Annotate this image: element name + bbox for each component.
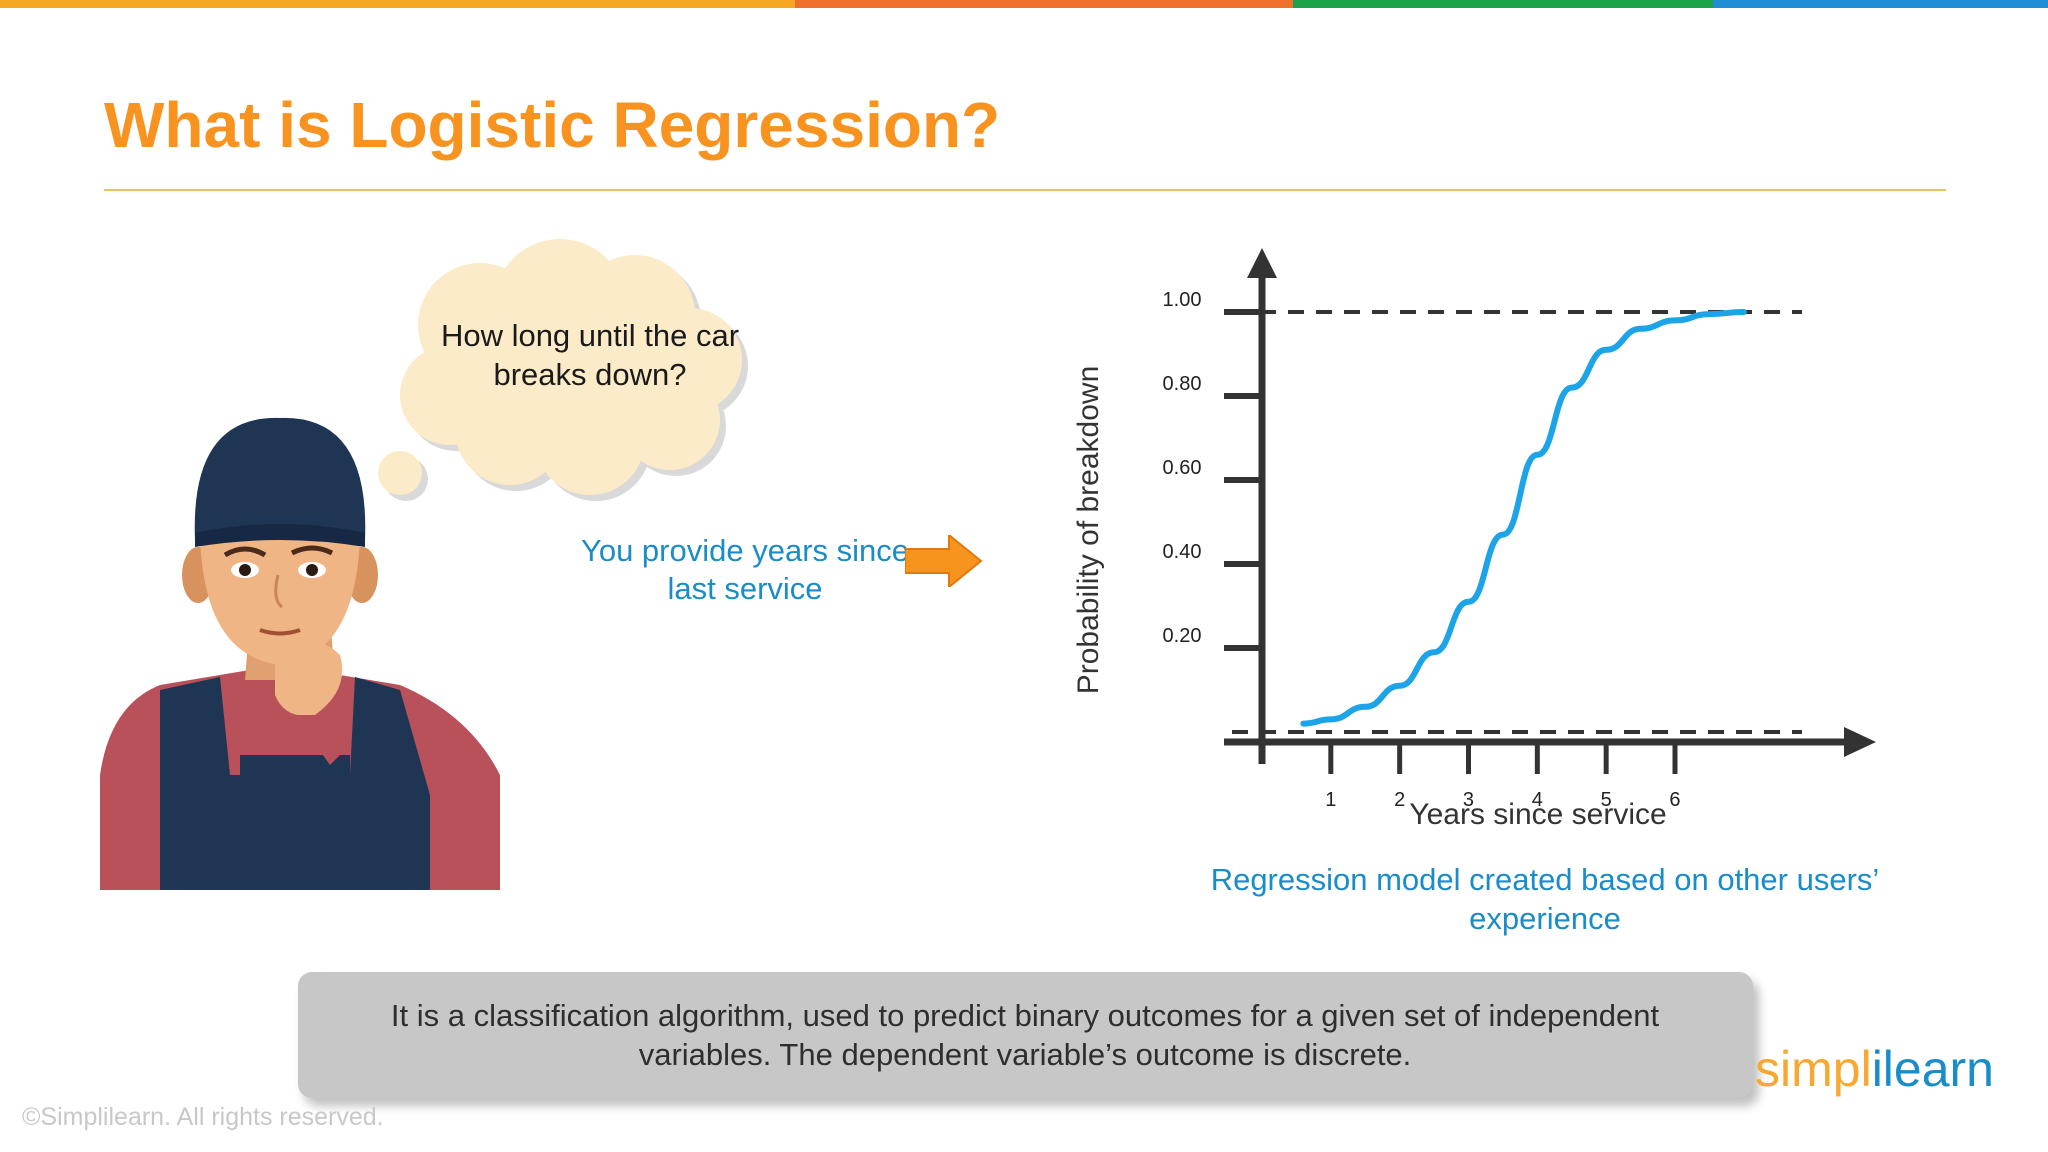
x-tick-label: 4 [1532,789,1543,811]
logistic-chart: Probability of breakdown Years since ser… [1072,248,1876,831]
series-line-0 [1300,309,1747,727]
top-bar-segment-3 [1293,0,1713,8]
definition-text: It is a classification algorithm, used t… [390,998,1660,1072]
y-tick-label: 1.00 [1163,289,1202,311]
thought-cloud-icon [378,239,748,501]
definition-box [298,972,1753,1098]
x-tick-label: 2 [1394,789,1405,811]
slide-title: What is Logistic Regression? [104,89,1001,161]
x-tick-label: 1 [1325,789,1336,811]
y-tick-label: 0.60 [1163,457,1202,479]
x-tick-label: 6 [1669,789,1680,811]
y-tick-label: 0.40 [1163,541,1202,563]
top-bar-segment-1 [0,0,795,8]
y-tick-label: 0.80 [1163,373,1202,395]
top-bar-segment-2 [795,0,1293,8]
x-axis-arrowhead [1844,727,1876,757]
chart-caption: Regression model created based on other … [1210,862,1880,936]
y-axis-label: Probability of breakdown [1072,366,1105,695]
arrow-right-icon [905,535,983,587]
mechanic-illustration [100,417,500,890]
y-axis-arrowhead [1247,248,1277,278]
copyright-text: ©Simplilearn. All rights reserved. [22,1103,384,1131]
logo-part-1: simpl [1755,1041,1872,1097]
y-tick-label: 0.20 [1163,625,1202,647]
input-note: You provide years since last service [581,533,909,606]
thought-cloud-text: How long until the car breaks down? [440,318,740,392]
title-divider [104,189,1946,191]
top-color-bar [0,0,2048,8]
top-bar-segment-4 [1713,0,2048,8]
x-tick-label: 3 [1463,789,1474,811]
logo-part-2: ilearn [1871,1041,1994,1097]
x-tick-label: 5 [1601,789,1612,811]
simplilearn-logo: simplilearn [1755,1040,1994,1098]
x-axis-label: Years since service [1409,798,1666,831]
